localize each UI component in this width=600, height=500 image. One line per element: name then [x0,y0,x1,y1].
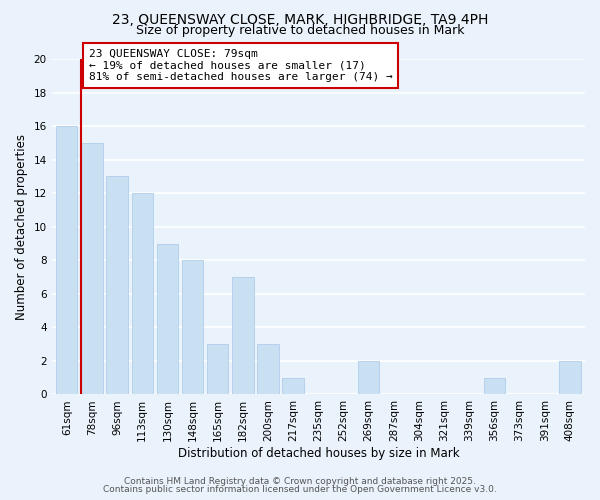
Bar [559,361,581,394]
Bar [358,361,379,394]
Bar [157,244,178,394]
Bar [182,260,203,394]
Bar [257,344,279,395]
Bar [232,277,254,394]
X-axis label: Distribution of detached houses by size in Mark: Distribution of detached houses by size … [178,447,459,460]
Text: Contains HM Land Registry data © Crown copyright and database right 2025.: Contains HM Land Registry data © Crown c… [124,477,476,486]
Text: Contains public sector information licensed under the Open Government Licence v3: Contains public sector information licen… [103,485,497,494]
Text: Size of property relative to detached houses in Mark: Size of property relative to detached ho… [136,24,464,37]
Text: 23, QUEENSWAY CLOSE, MARK, HIGHBRIDGE, TA9 4PH: 23, QUEENSWAY CLOSE, MARK, HIGHBRIDGE, T… [112,12,488,26]
Bar [131,193,153,394]
Text: 23 QUEENSWAY CLOSE: 79sqm
← 19% of detached houses are smaller (17)
81% of semi-: 23 QUEENSWAY CLOSE: 79sqm ← 19% of detac… [89,49,392,82]
Bar [56,126,77,394]
Y-axis label: Number of detached properties: Number of detached properties [15,134,28,320]
Bar [81,143,103,395]
Bar [484,378,505,394]
Bar [207,344,229,395]
Bar [283,378,304,394]
Bar [106,176,128,394]
